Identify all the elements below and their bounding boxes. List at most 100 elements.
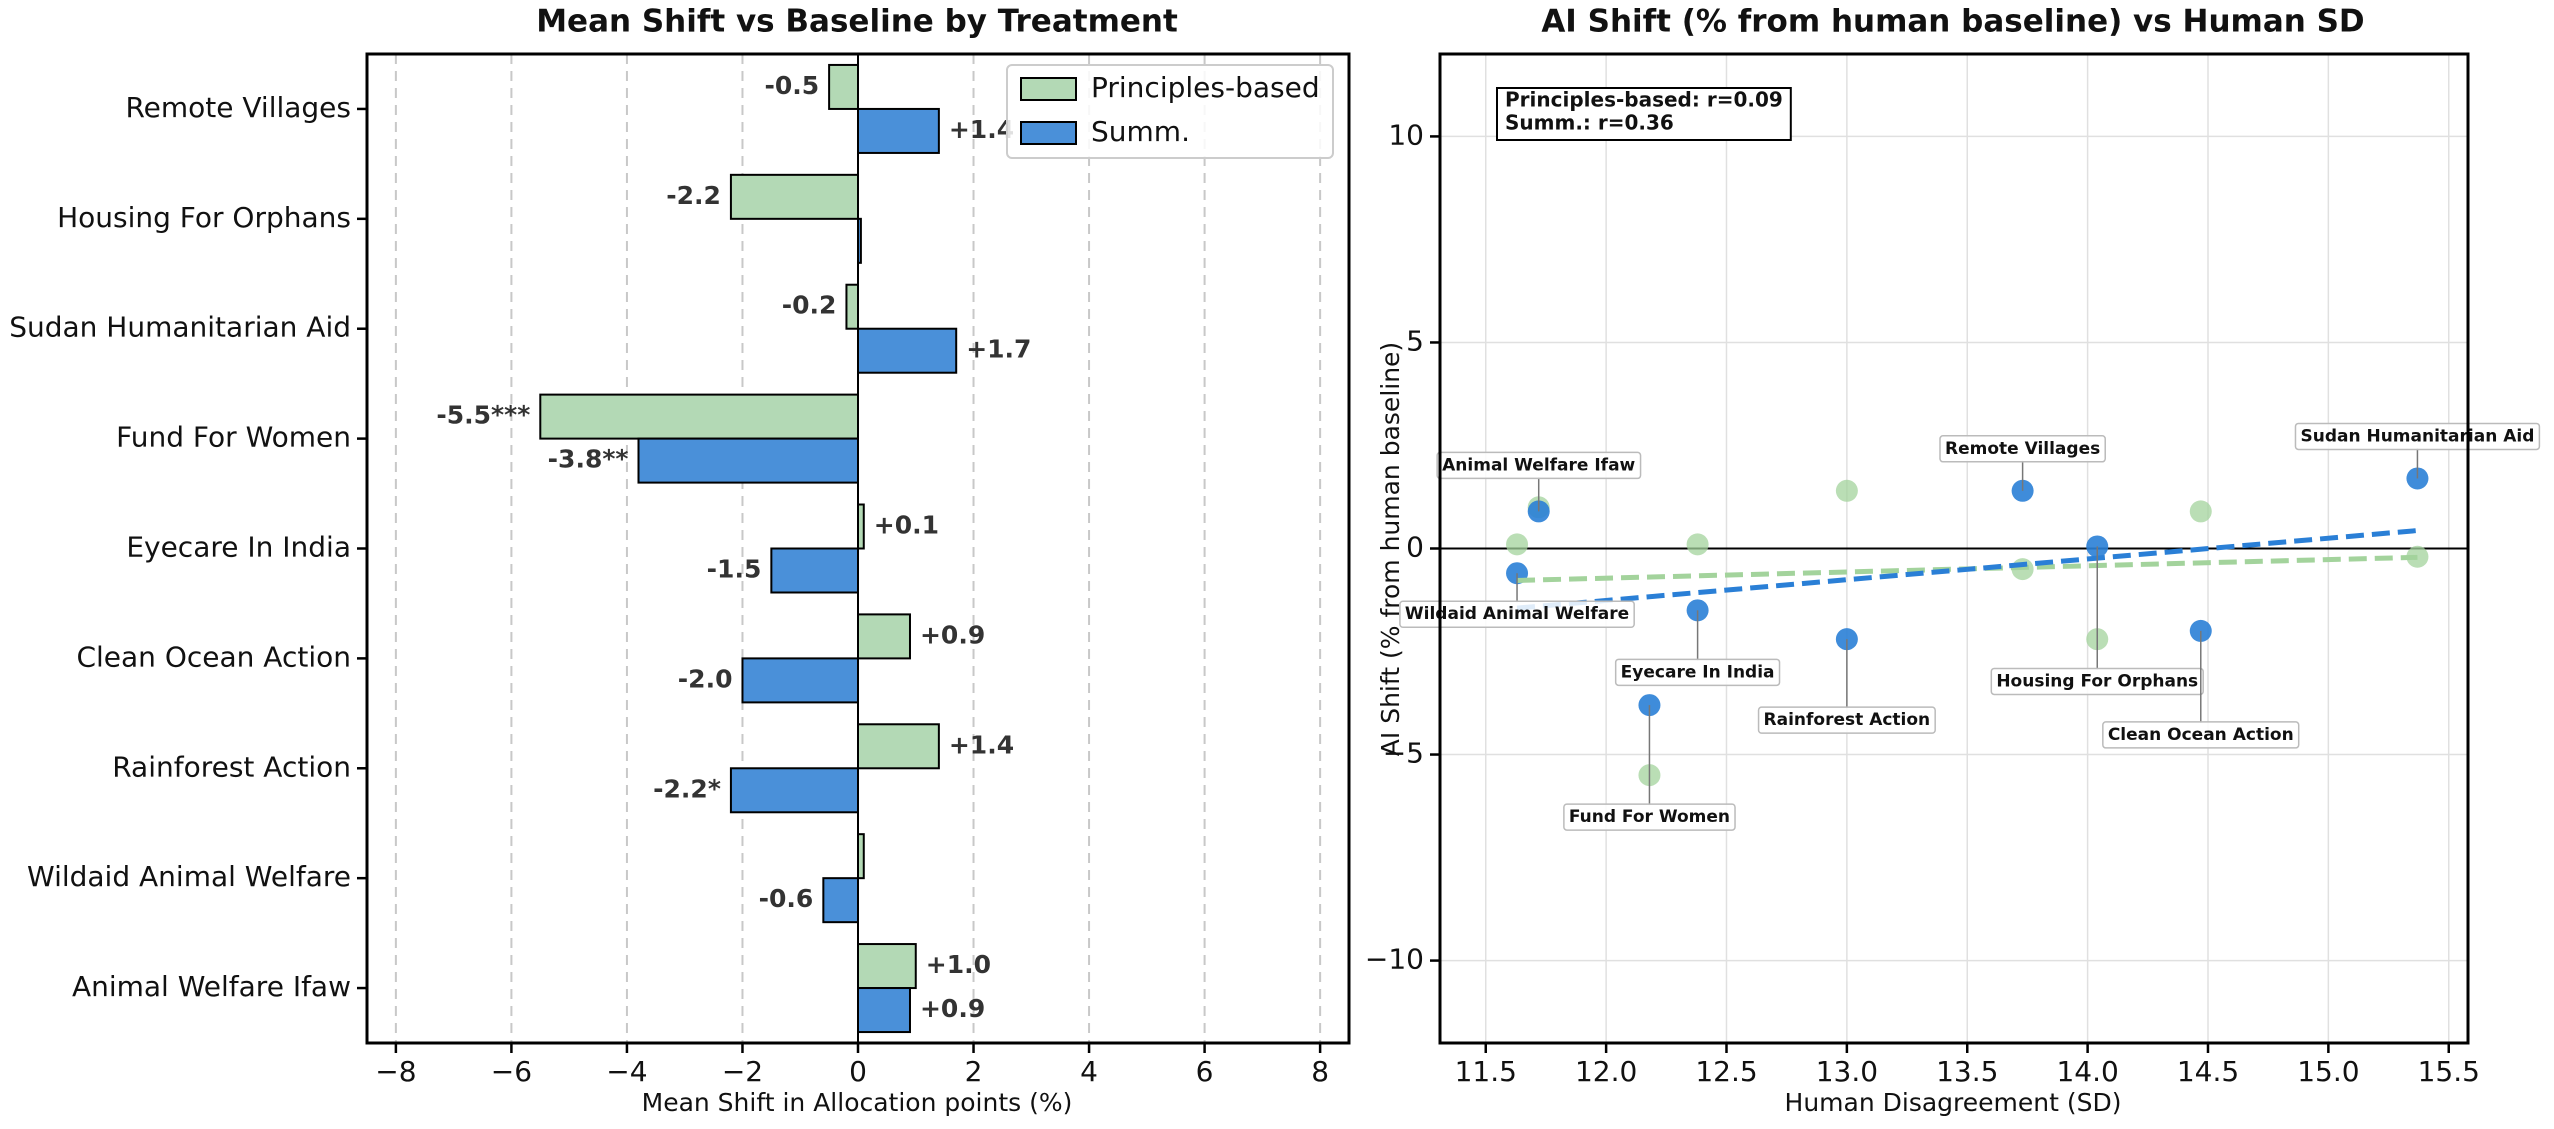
x-tick-label: 2 — [965, 1055, 983, 1088]
x-axis-label: Human Disagreement (SD) — [1785, 1088, 2122, 1117]
bar — [770, 547, 860, 594]
legend-label: Summ. — [1091, 115, 1190, 148]
label-box — [2102, 721, 2300, 749]
bar — [539, 393, 859, 440]
y-tick-label: Animal Welfare Ifaw — [72, 970, 351, 1003]
bar — [637, 437, 860, 484]
axes-frame — [1438, 52, 2470, 1045]
annotation-box — [1496, 87, 1792, 141]
value-label: +1.4 — [949, 730, 1014, 759]
value-label: +0.9 — [920, 620, 985, 649]
bar — [857, 833, 865, 880]
label-box — [1563, 803, 1736, 831]
label-box — [1939, 435, 2106, 463]
x-tick-label: 15.5 — [2418, 1055, 2480, 1088]
value-label: -0.5 — [764, 71, 819, 100]
annotation-text: Principles-based: r=0.09 — [1505, 88, 1783, 112]
y-tick-label: −5 — [1383, 737, 1424, 770]
y-tick-label: Clean Ocean Action — [76, 640, 351, 673]
y-tick-label: Fund For Women — [116, 421, 351, 454]
scatter-point — [1686, 533, 1709, 556]
y-tick-label: Rainforest Action — [112, 750, 351, 783]
value-label: +1.4 — [949, 115, 1014, 144]
y-tick-label: Housing For Orphans — [57, 201, 351, 234]
bar — [857, 503, 865, 550]
x-tick-label: 12.0 — [1575, 1055, 1637, 1088]
point-label: Fund For Women — [1569, 807, 1730, 827]
chart-title: Mean Shift vs Baseline by Treatment — [536, 4, 1178, 40]
bar — [857, 943, 917, 990]
value-label: -0.6 — [759, 884, 814, 913]
point-label: Rainforest Action — [1764, 710, 1931, 730]
x-tick-label: 8 — [1311, 1055, 1329, 1088]
label-box — [1757, 706, 1936, 734]
legend-label: Principles-based — [1091, 71, 1320, 104]
x-tick-label: 13.0 — [1816, 1055, 1878, 1088]
y-tick-label: Eyecare In India — [126, 531, 351, 564]
scatter-point — [1506, 533, 1529, 556]
value-label: -2.0 — [678, 664, 733, 693]
value-label: -0.2 — [782, 291, 837, 320]
y-tick-label: 5 — [1406, 324, 1424, 357]
point-label: Clean Ocean Action — [2108, 725, 2294, 745]
axes-frame — [365, 52, 1351, 1045]
value-label: -2.2 — [666, 181, 721, 210]
bar — [857, 613, 911, 660]
y-tick-label: 10 — [1388, 118, 1424, 151]
x-tick-label: 11.5 — [1455, 1055, 1517, 1088]
x-tick-label: 13.5 — [1936, 1055, 1998, 1088]
value-label: +1.7 — [966, 335, 1031, 364]
bar — [822, 877, 860, 924]
value-label: -1.5 — [707, 555, 762, 584]
scatter-point — [1835, 479, 1858, 502]
legend-swatch — [1020, 121, 1077, 145]
bar — [828, 63, 860, 110]
value-label: -5.5*** — [436, 401, 530, 430]
chart-title: AI Shift (% from human baseline) vs Huma… — [1541, 4, 2364, 40]
y-axis-label: AI Shift (% from human baseline) — [1376, 342, 1405, 756]
x-tick-label: 14.5 — [2177, 1055, 2239, 1088]
x-tick-label: 14.0 — [2056, 1055, 2118, 1088]
label-box — [2294, 422, 2541, 451]
x-tick-label: 6 — [1196, 1055, 1214, 1088]
bar — [845, 283, 860, 330]
y-tick-label: Sudan Humanitarian Aid — [9, 311, 351, 344]
point-label: Animal Welfare Ifaw — [1442, 455, 1635, 475]
x-tick-label: 12.5 — [1695, 1055, 1757, 1088]
point-label: Housing For Orphans — [1996, 671, 2198, 691]
bar — [857, 107, 940, 154]
bar — [857, 327, 958, 374]
y-tick-label: −10 — [1365, 943, 1424, 976]
value-label: +0.1 — [874, 511, 939, 540]
legend-swatch — [1020, 77, 1077, 101]
value-label: +0.9 — [920, 994, 985, 1023]
bar — [857, 987, 911, 1034]
bar — [741, 657, 859, 704]
bar — [729, 173, 860, 220]
label-box — [1990, 667, 2204, 696]
label-box — [1436, 451, 1642, 480]
bar — [729, 767, 860, 814]
label-box — [1614, 658, 1781, 687]
y-tick-label: Remote Villages — [125, 91, 351, 124]
value-label: -3.8** — [548, 445, 629, 474]
point-label: Sudan Humanitarian Aid — [2300, 426, 2534, 446]
x-tick-label: 15.0 — [2297, 1055, 2359, 1088]
value-label: +1.0 — [926, 950, 991, 979]
x-tick-label: 0 — [849, 1055, 867, 1088]
scatter-point — [2406, 545, 2429, 568]
scatter-point — [2189, 500, 2212, 523]
bar — [857, 723, 940, 770]
x-tick-label: −6 — [491, 1055, 532, 1088]
y-tick-label: Wildaid Animal Welfare — [27, 860, 351, 893]
point-label: Eyecare In India — [1621, 662, 1775, 682]
trend-line — [1516, 528, 2418, 611]
x-tick-label: 4 — [1080, 1055, 1098, 1088]
x-tick-label: −2 — [722, 1055, 763, 1088]
label-box — [1399, 600, 1635, 628]
point-label: Wildaid Animal Welfare — [1405, 604, 1629, 624]
x-axis-label: Mean Shift in Allocation points (%) — [642, 1088, 1073, 1117]
x-tick-label: −8 — [375, 1055, 416, 1088]
